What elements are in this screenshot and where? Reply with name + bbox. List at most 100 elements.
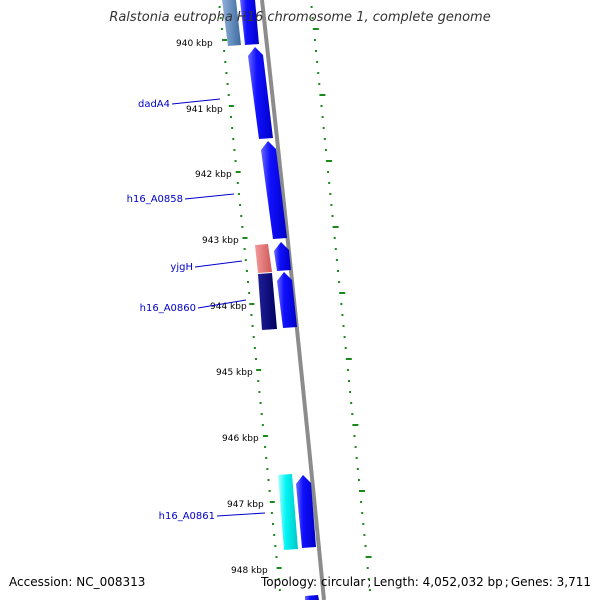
tick-dot (273, 534, 276, 536)
page-title: Ralstonia eutropha H16 chromosome 1, com… (109, 10, 491, 25)
topology-value: circular (320, 575, 366, 589)
tick-dot (250, 314, 253, 316)
topology-label: Topology: (260, 575, 318, 589)
tick-dot (254, 358, 257, 360)
tick-dot (243, 248, 246, 250)
tick-label: 948 kbp (231, 566, 268, 576)
gene-label-line (194, 260, 243, 268)
tick-dot (312, 28, 319, 30)
tick-dot (239, 204, 242, 206)
gene-label[interactable]: h16_A0858 (127, 194, 183, 205)
tick-dots-inner (218, 6, 282, 591)
tick-label: 943 kbp (202, 236, 239, 246)
gene-steel-top (222, 0, 241, 46)
gene-label-line (171, 98, 221, 105)
gene-label[interactable]: yjgH (170, 262, 193, 273)
tick-dot (361, 512, 364, 514)
tick-dot (259, 402, 262, 404)
tick-dot (258, 391, 261, 393)
tick-dot (362, 523, 365, 525)
tick-dot (242, 237, 248, 239)
gene-h16-A0858[interactable] (261, 141, 287, 239)
gene-label[interactable]: h16_A0861 (159, 511, 215, 522)
gene-label-line (216, 512, 266, 517)
tick-dot (222, 39, 228, 41)
tick-dot (365, 556, 372, 558)
tick-dot (218, 6, 221, 8)
tick-dot (334, 248, 337, 250)
tick-dot (261, 424, 264, 426)
gene-features (222, 0, 319, 600)
tick-dot (233, 149, 236, 151)
tick-dot (343, 336, 346, 338)
gene-label-lines (171, 98, 266, 517)
gene-forward-944[interactable] (277, 272, 297, 328)
tick-dot (224, 61, 227, 63)
tick-dot (236, 182, 239, 184)
tick-dot (276, 567, 282, 569)
tick-dot (367, 578, 370, 580)
tick-dot (253, 347, 256, 349)
tick-dot (350, 402, 353, 404)
tick-dot (266, 468, 269, 470)
tick-dot (237, 193, 240, 195)
tick-dot (310, 6, 313, 8)
tick-dot (264, 446, 267, 448)
tick-dot (231, 127, 234, 129)
tick-labels: 940 kbp 941 kbp 942 kbp 943 kbp 944 kbp 945 k… (176, 39, 268, 576)
gene-yjgH[interactable] (255, 244, 272, 273)
tick-dot (315, 50, 317, 52)
accession-label: Accession: (9, 575, 73, 589)
tick-dot (232, 138, 235, 140)
gene-h16-A0861[interactable] (278, 474, 298, 550)
gene-forward-943[interactable] (274, 242, 291, 271)
gene-label-line (184, 193, 235, 200)
tick-dot (247, 281, 250, 283)
tick-dot (313, 39, 316, 41)
gene-label-line (197, 299, 247, 309)
tick-dot (316, 61, 319, 63)
gene-forward-top (240, 0, 259, 45)
tick-dot (249, 303, 255, 305)
length-value: 4,052,032 bp (422, 575, 503, 589)
tick-dot (262, 435, 268, 437)
tick-dot (368, 589, 371, 591)
tick-dot (267, 479, 270, 481)
gene-forward-947[interactable] (296, 475, 316, 548)
tick-dot (351, 413, 354, 415)
tick-dot (345, 358, 352, 360)
length-label: Length: (373, 575, 419, 589)
tick-dot (357, 479, 360, 481)
tick-dot (265, 457, 268, 459)
tick-label: 946 kbp (222, 434, 259, 444)
tick-dot (326, 160, 332, 162)
tick-dot (360, 501, 363, 503)
gene-dadA4[interactable] (248, 47, 273, 139)
tick-dot (341, 314, 344, 316)
tick-dot (269, 501, 275, 503)
tick-dot (348, 380, 350, 382)
gene-label[interactable]: h16_A0860 (140, 303, 196, 314)
accession-value: NC_008313 (76, 575, 146, 589)
tick-dot (355, 457, 358, 459)
tick-dot (251, 325, 254, 327)
tick-label: 940 kbp (176, 39, 213, 49)
tick-dot (257, 380, 260, 382)
tick-dot (352, 424, 359, 426)
gene-label[interactable]: dadA4 (138, 99, 170, 110)
tick-dot (220, 28, 223, 30)
tick-dot (321, 116, 324, 118)
gene-h16-A0860[interactable] (258, 273, 277, 330)
tick-dot (272, 523, 275, 525)
tick-dot (335, 259, 338, 261)
genome-summary: Topology: circular; Length: 4,052,032 bp;… (260, 575, 591, 589)
tick-label: 944 kbp (210, 302, 247, 312)
tick-dot (342, 325, 345, 327)
tick-dot (223, 50, 226, 52)
tick-dot (311, 17, 314, 19)
tick-dot (359, 490, 365, 492)
tick-dot (332, 226, 339, 228)
tick-dot (235, 171, 241, 173)
tick-dot (340, 303, 343, 305)
